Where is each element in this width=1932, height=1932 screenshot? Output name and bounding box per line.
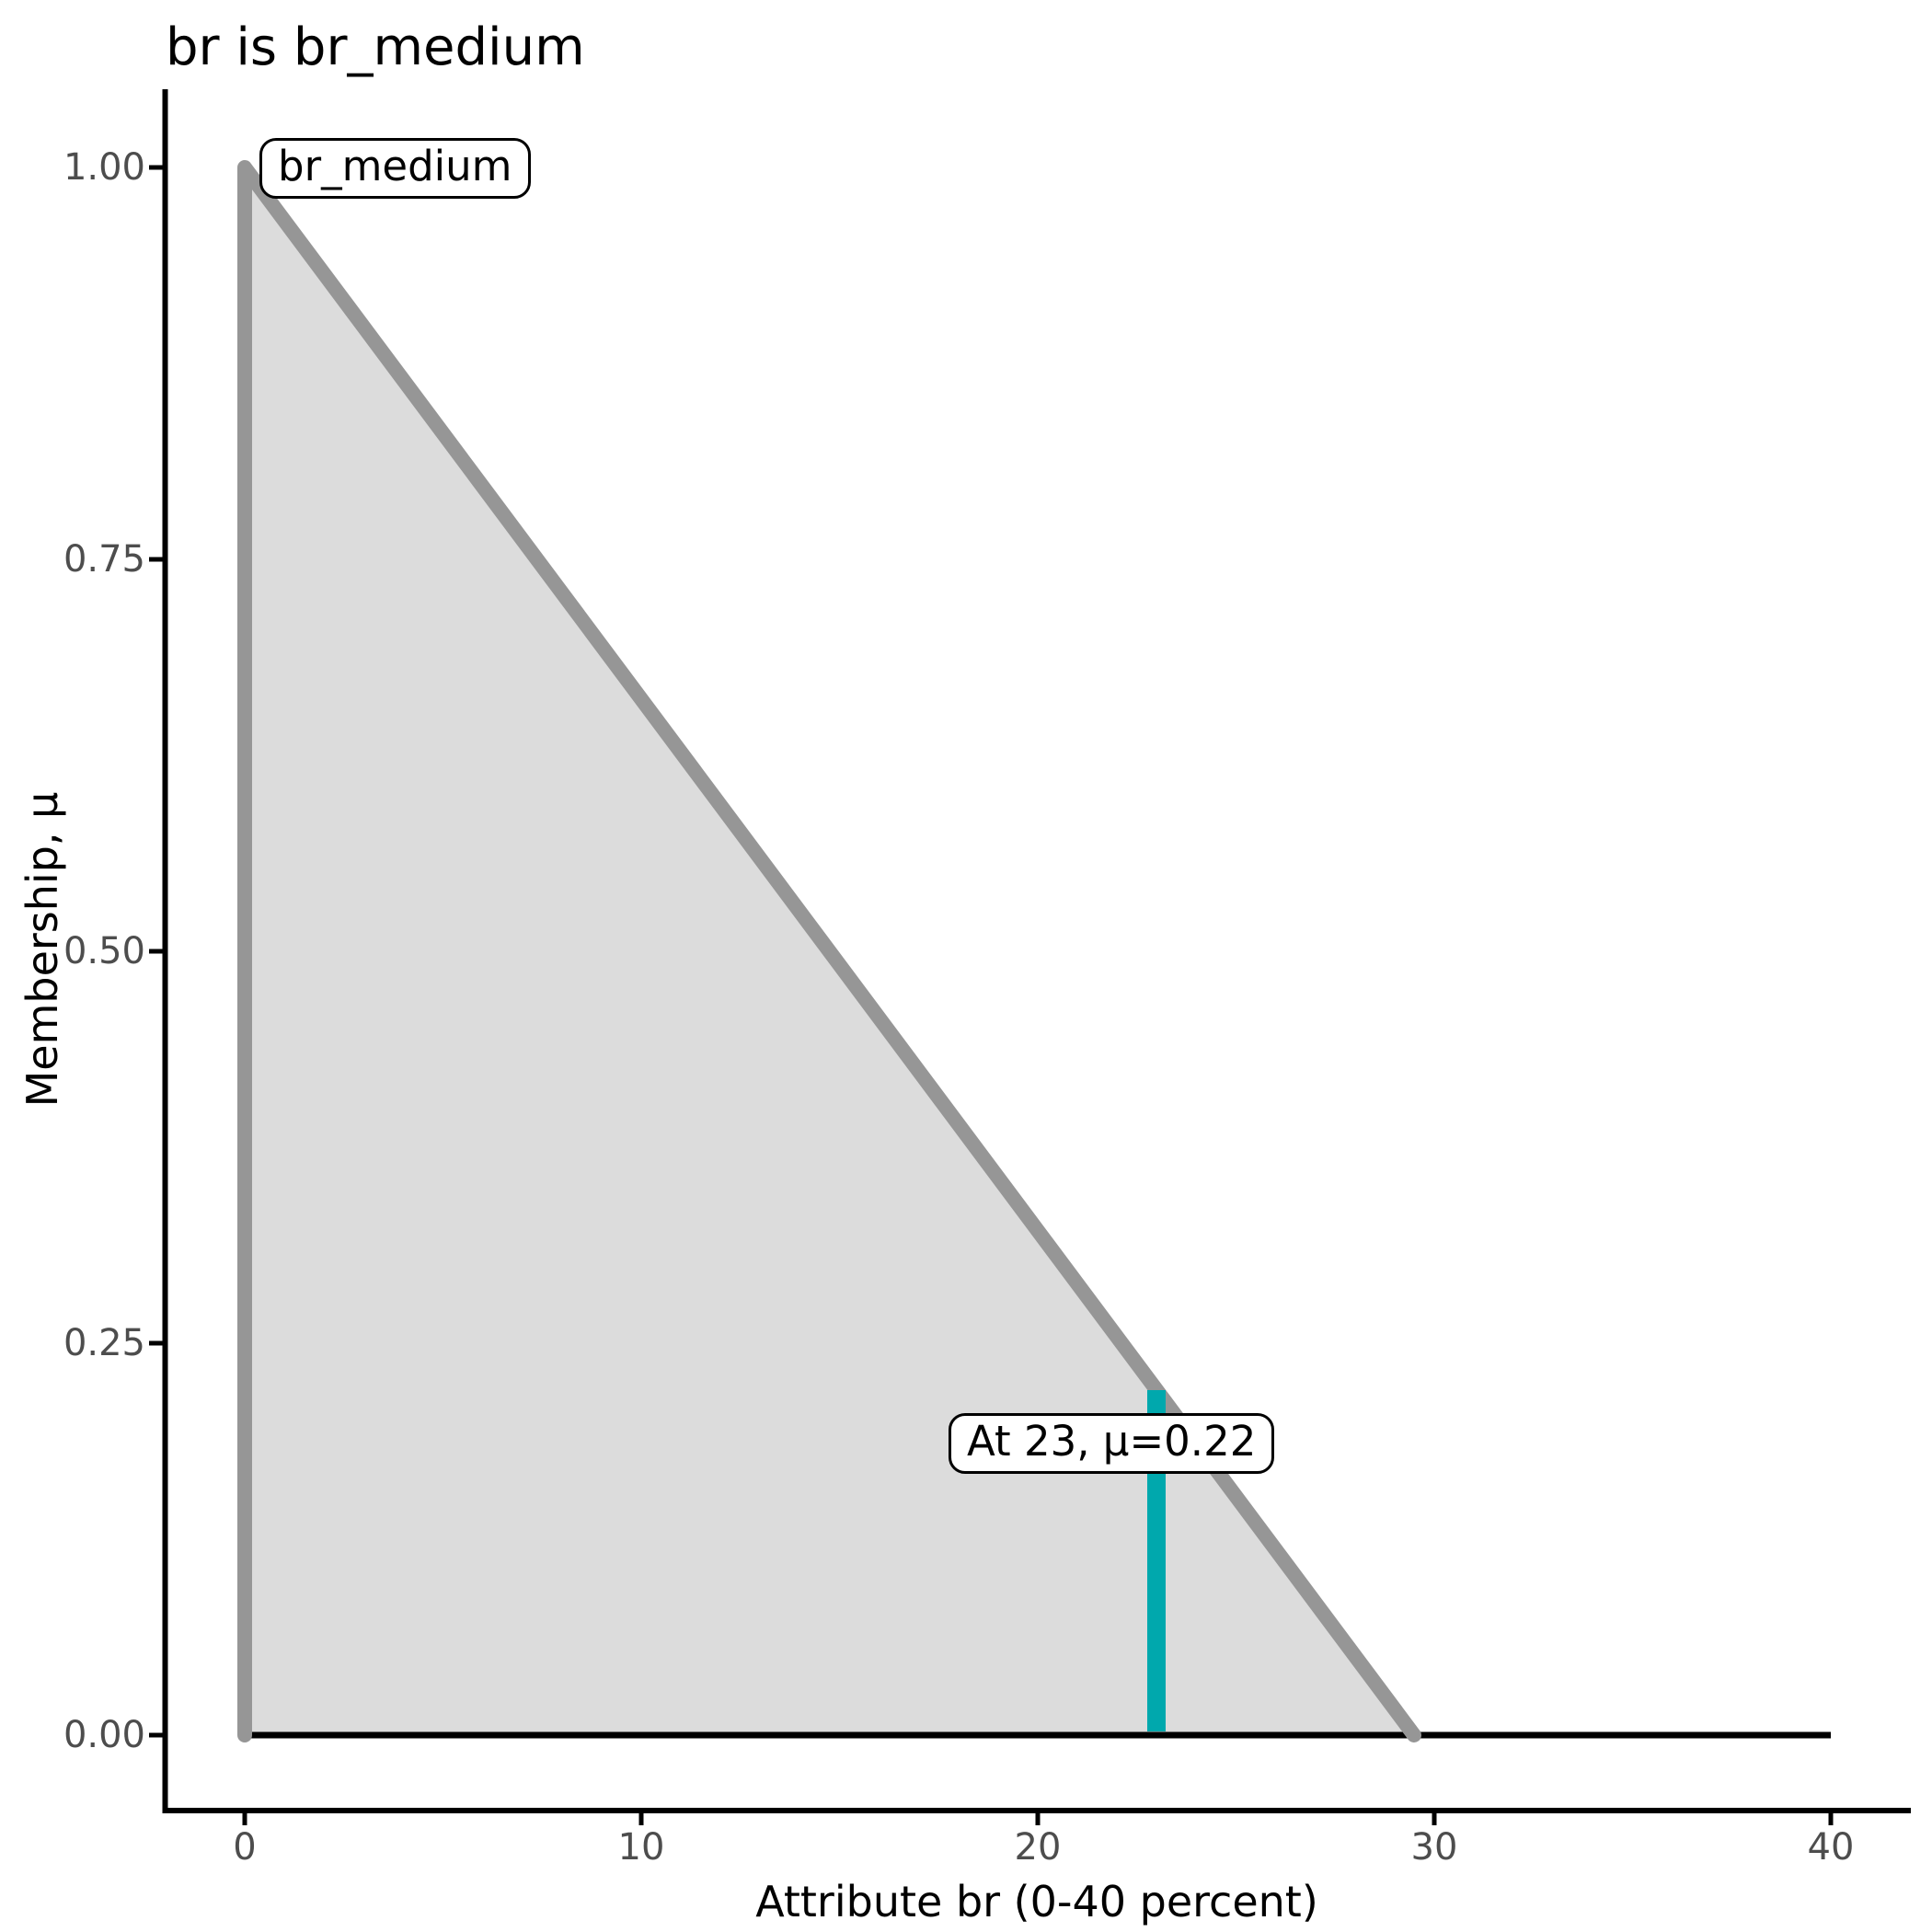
y-tick-label: 0.00 (63, 1714, 145, 1756)
y-tick-label: 0.75 (63, 538, 145, 581)
membership-curve (237, 160, 1421, 1742)
x-tick-label: 20 (1014, 1826, 1062, 1869)
y-tick-label: 0.25 (63, 1322, 145, 1364)
y-tick-label: 1.00 (63, 146, 145, 189)
chart-title: br is br_medium (166, 17, 585, 77)
x-axis-title: Attribute br (0-40 percent) (755, 1877, 1318, 1926)
point-label-box: At 23, μ=0.22 (949, 1413, 1275, 1474)
set-label-box: br_medium (259, 138, 531, 199)
y-tick-label: 0.50 (63, 930, 145, 972)
x-tick-label: 40 (1807, 1826, 1855, 1869)
x-tick-label: 0 (233, 1826, 257, 1869)
x-tick-label: 10 (617, 1826, 665, 1869)
x-tick-label: 30 (1410, 1826, 1458, 1869)
